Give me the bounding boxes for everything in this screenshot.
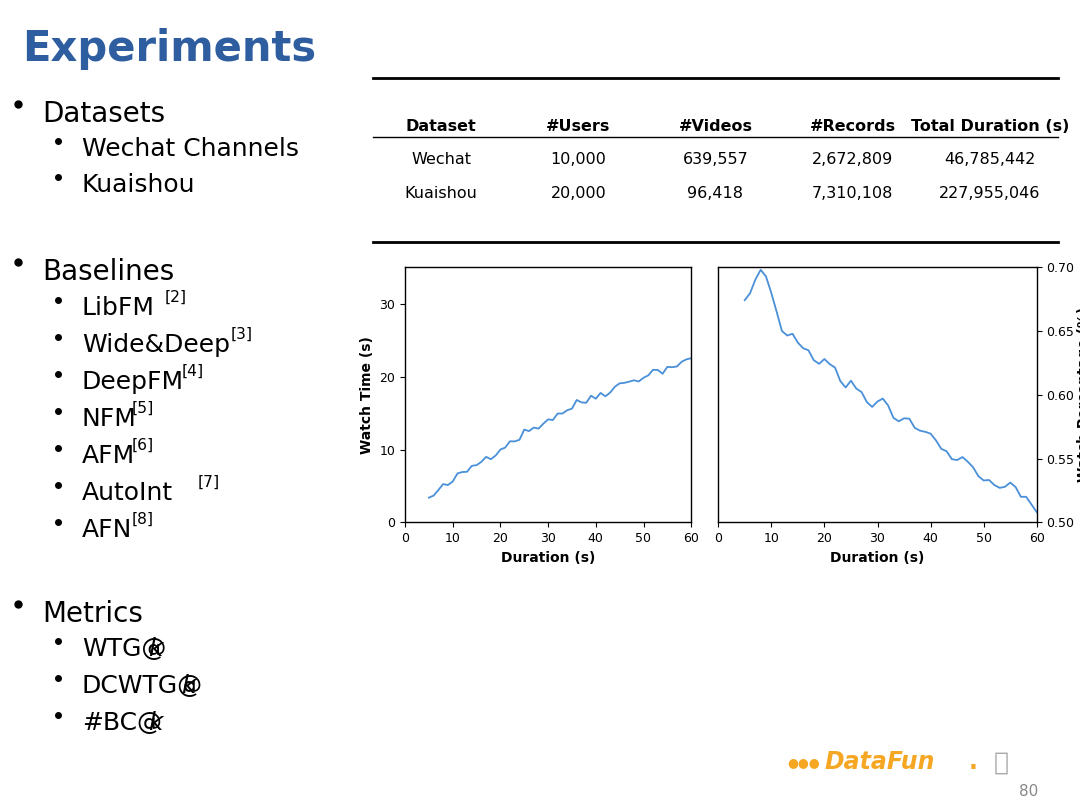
Text: Metrics: Metrics bbox=[42, 600, 143, 628]
Text: [2]: [2] bbox=[165, 290, 187, 305]
Text: k: k bbox=[148, 637, 163, 661]
Text: NFM: NFM bbox=[82, 407, 137, 431]
Text: #BC@: #BC@ bbox=[82, 711, 162, 735]
Text: DCWTG@: DCWTG@ bbox=[82, 674, 203, 698]
Text: [4]: [4] bbox=[181, 364, 203, 379]
Text: Experiments: Experiments bbox=[22, 28, 316, 70]
Text: WTG@: WTG@ bbox=[82, 637, 166, 661]
Text: DeepFM: DeepFM bbox=[82, 370, 184, 394]
Text: 80: 80 bbox=[1020, 783, 1038, 799]
Text: Wide&Deep: Wide&Deep bbox=[82, 333, 230, 357]
Text: AutoInt: AutoInt bbox=[82, 481, 173, 505]
Text: AFN: AFN bbox=[82, 518, 133, 542]
Text: [6]: [6] bbox=[132, 438, 153, 453]
Text: 🔊: 🔊 bbox=[994, 750, 1009, 774]
Text: Baselines: Baselines bbox=[42, 258, 174, 286]
Text: Datasets: Datasets bbox=[42, 100, 165, 128]
Text: [8]: [8] bbox=[132, 512, 153, 527]
Text: ●●●: ●●● bbox=[787, 756, 820, 769]
Text: k: k bbox=[181, 674, 195, 698]
Text: Kuaishou: Kuaishou bbox=[82, 173, 195, 197]
Text: .: . bbox=[969, 750, 977, 774]
Y-axis label: Watch Percentage (%): Watch Percentage (%) bbox=[1077, 307, 1080, 483]
Text: [5]: [5] bbox=[132, 401, 154, 416]
X-axis label: Duration (s): Duration (s) bbox=[501, 551, 595, 565]
Y-axis label: Watch Time (s): Watch Time (s) bbox=[360, 336, 374, 454]
Text: Wechat Channels: Wechat Channels bbox=[82, 137, 299, 161]
X-axis label: Duration (s): Duration (s) bbox=[831, 551, 924, 565]
Text: [3]: [3] bbox=[231, 327, 253, 342]
Text: k: k bbox=[148, 711, 163, 735]
Text: LibFM: LibFM bbox=[82, 296, 156, 320]
Text: AFM: AFM bbox=[82, 444, 135, 468]
Text: [7]: [7] bbox=[198, 475, 220, 490]
Text: DataFun: DataFun bbox=[825, 750, 935, 774]
